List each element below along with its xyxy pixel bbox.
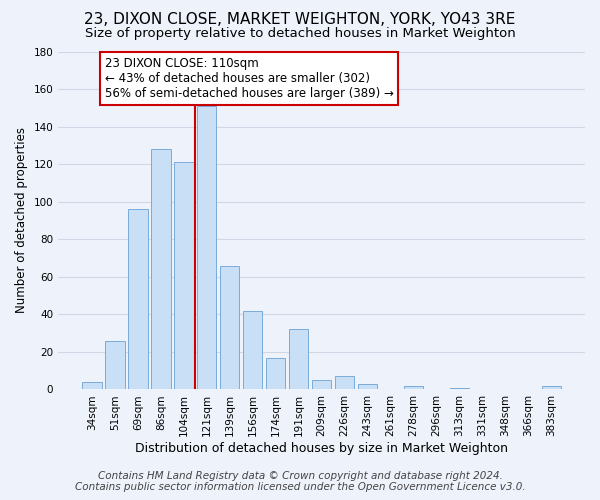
Bar — [220, 266, 239, 390]
Bar — [105, 340, 125, 390]
Bar — [266, 358, 286, 390]
Bar — [197, 106, 217, 390]
Bar — [404, 386, 423, 390]
Y-axis label: Number of detached properties: Number of detached properties — [15, 128, 28, 314]
Bar — [174, 162, 194, 390]
Bar — [243, 310, 262, 390]
Bar — [358, 384, 377, 390]
Bar — [542, 386, 561, 390]
Text: Size of property relative to detached houses in Market Weighton: Size of property relative to detached ho… — [85, 28, 515, 40]
X-axis label: Distribution of detached houses by size in Market Weighton: Distribution of detached houses by size … — [135, 442, 508, 455]
Bar — [449, 388, 469, 390]
Bar — [289, 330, 308, 390]
Bar — [82, 382, 101, 390]
Text: 23 DIXON CLOSE: 110sqm
← 43% of detached houses are smaller (302)
56% of semi-de: 23 DIXON CLOSE: 110sqm ← 43% of detached… — [104, 57, 394, 100]
Text: 23, DIXON CLOSE, MARKET WEIGHTON, YORK, YO43 3RE: 23, DIXON CLOSE, MARKET WEIGHTON, YORK, … — [85, 12, 515, 28]
Text: Contains HM Land Registry data © Crown copyright and database right 2024.
Contai: Contains HM Land Registry data © Crown c… — [74, 471, 526, 492]
Bar — [151, 149, 170, 390]
Bar — [335, 376, 355, 390]
Bar — [312, 380, 331, 390]
Bar — [128, 209, 148, 390]
